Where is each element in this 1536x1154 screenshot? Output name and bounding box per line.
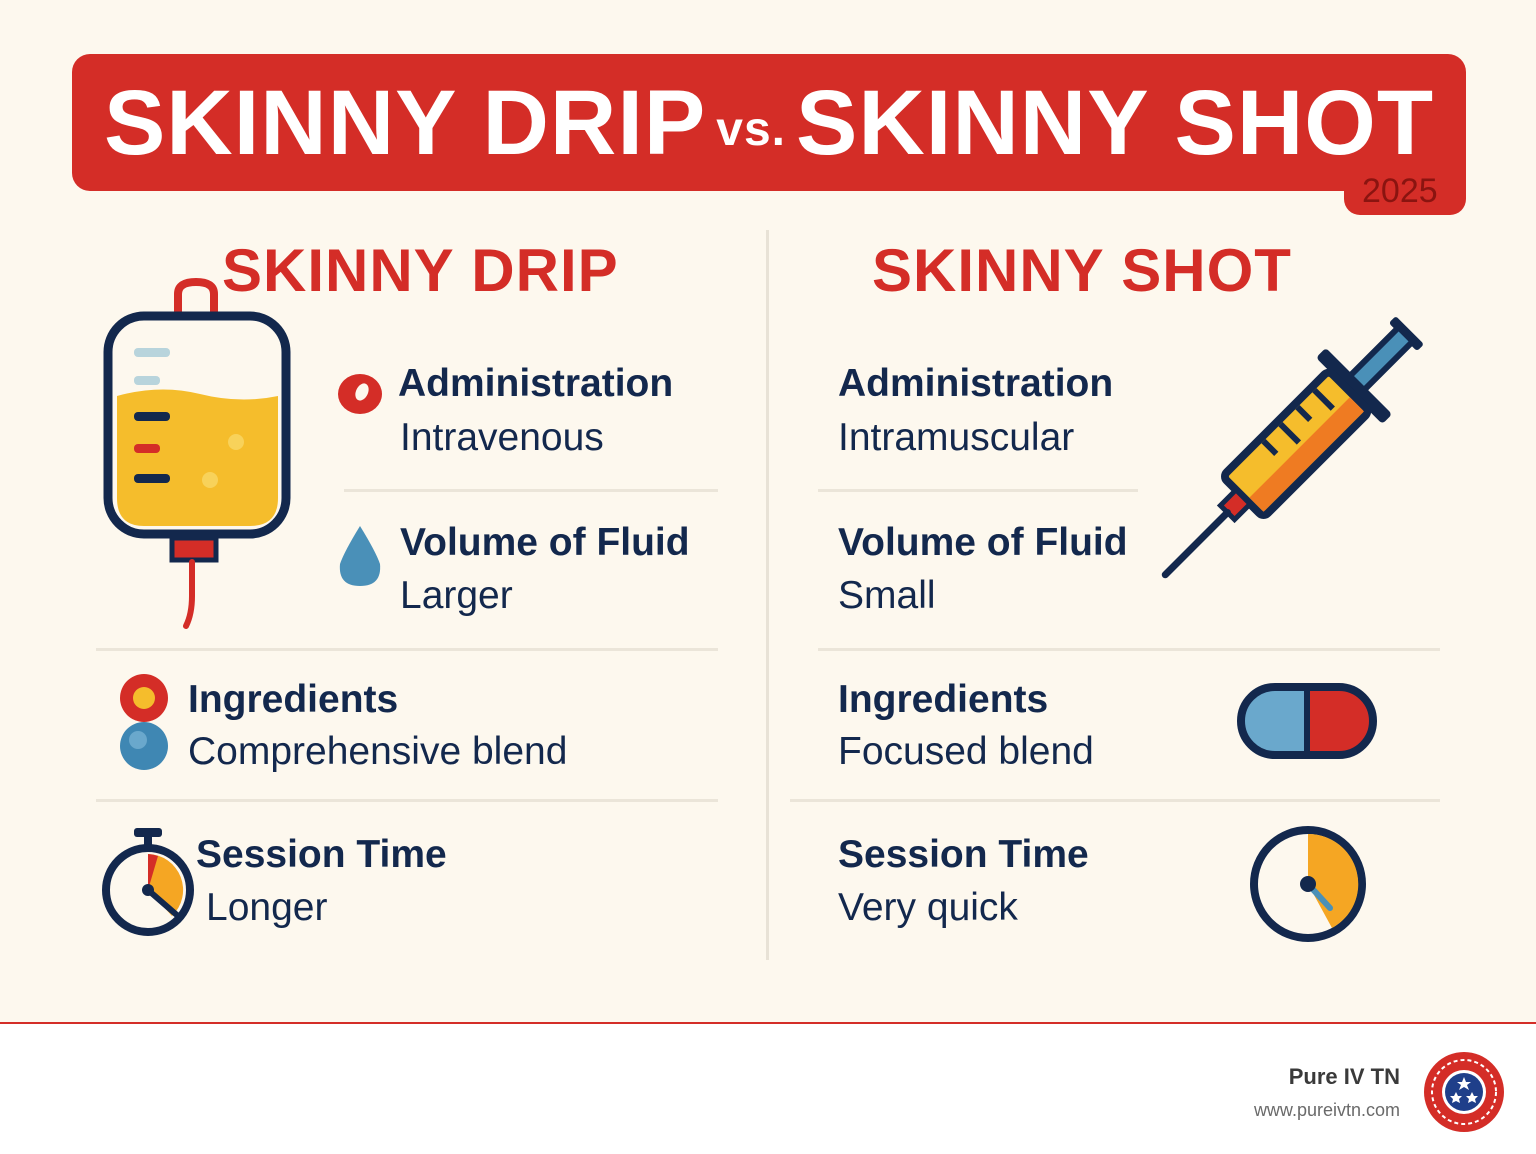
- clock-icon: [1250, 826, 1366, 942]
- tennessee-seal-icon: [1424, 1052, 1504, 1132]
- blood-drop-icon: [338, 374, 382, 414]
- shot-divider-3: [790, 799, 1440, 802]
- shot-ingredients-label: Ingredients: [838, 678, 1049, 721]
- shot-heading: SKINNY SHOT: [872, 237, 1292, 304]
- drip-heading: SKINNY DRIP: [222, 237, 619, 304]
- shot-session-label: Session Time: [838, 833, 1089, 876]
- drip-volume-value: Larger: [400, 574, 513, 617]
- year-label: 2025: [1362, 172, 1438, 210]
- shot-administration-value: Intramuscular: [838, 416, 1075, 459]
- drip-administration-label: Administration: [398, 362, 674, 405]
- title-left: SKINNY DRIP: [103, 71, 707, 174]
- drip-ingredients-value: Comprehensive blend: [188, 730, 568, 773]
- shot-volume-label: Volume of Fluid: [838, 521, 1128, 564]
- syringe-icon: [1161, 317, 1423, 579]
- footer-brand: Pure IV TN: [1288, 1064, 1400, 1089]
- shot-divider-1: [818, 489, 1138, 492]
- iv-bag-icon: [103, 277, 291, 629]
- drop-icon: [339, 526, 381, 586]
- stopwatch-icon: [102, 828, 194, 936]
- shot-session-value: Very quick: [838, 886, 1018, 929]
- capsule-icon: [1237, 683, 1377, 759]
- shot-divider-2: [818, 648, 1440, 651]
- drip-session-value: Longer: [206, 886, 328, 929]
- shot-volume-value: Small: [838, 574, 936, 617]
- drip-divider-3: [96, 799, 718, 802]
- ingredient-dots-icon: [120, 674, 168, 770]
- shot-ingredients-value: Focused blend: [838, 730, 1094, 773]
- drip-ingredients-label: Ingredients: [188, 678, 399, 721]
- drip-divider-2: [96, 648, 718, 651]
- title-banner: SKINNY DRIP vs. SKINNY SHOT: [72, 54, 1466, 191]
- title-right: SKINNY SHOT: [795, 71, 1435, 174]
- footer-url[interactable]: www.pureivtn.com: [1253, 1100, 1400, 1120]
- footer-line: [0, 1022, 1536, 1025]
- drip-divider-1: [344, 489, 718, 492]
- drip-session-label: Session Time: [196, 833, 447, 876]
- title-vs: vs.: [716, 103, 786, 156]
- column-divider: [766, 230, 769, 960]
- year-tab: [1344, 160, 1466, 215]
- shot-administration-label: Administration: [838, 362, 1114, 405]
- drip-administration-value: Intravenous: [400, 416, 604, 459]
- drip-volume-label: Volume of Fluid: [400, 521, 690, 564]
- footer: [0, 1024, 1536, 1154]
